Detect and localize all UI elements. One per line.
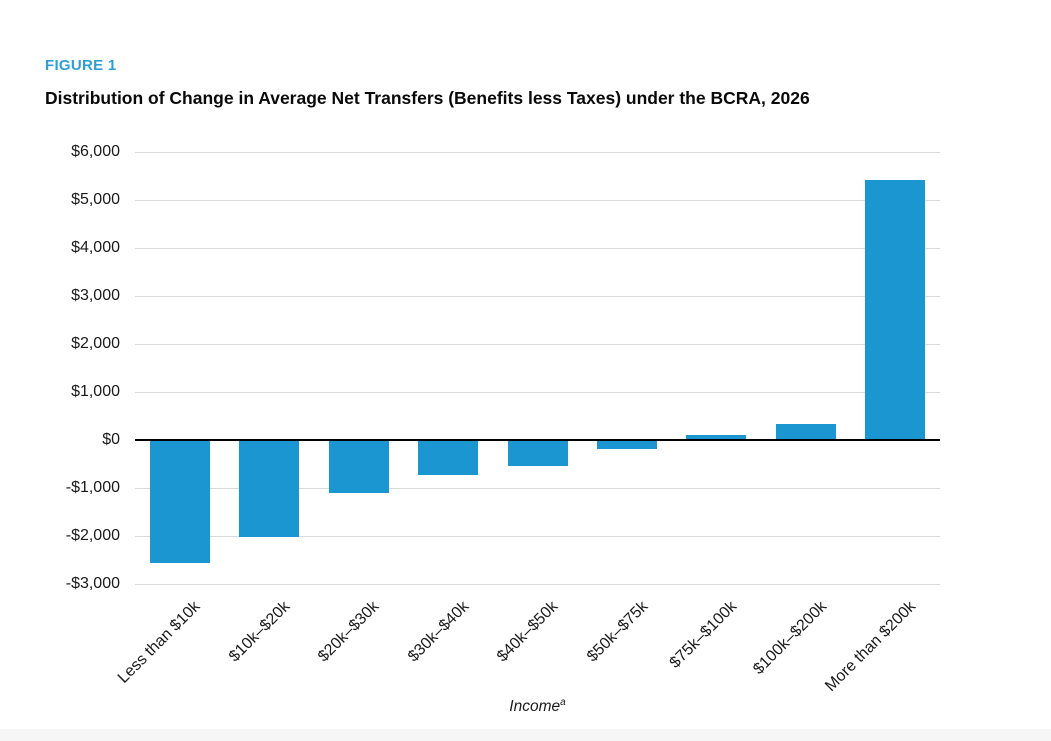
x-axis-category-label: $50k–$75k: [583, 598, 651, 666]
bar: [328, 441, 389, 493]
figure-label: FIGURE 1: [45, 57, 117, 74]
gridline: [135, 536, 940, 537]
gridline: [135, 296, 940, 297]
bar: [686, 435, 747, 440]
x-axis-category-label: Less than $10k: [114, 598, 204, 687]
x-axis-category-label: $40k–$50k: [494, 598, 562, 666]
x-axis-title-footnote: a: [560, 696, 566, 708]
zero-axis-line: [135, 439, 940, 441]
gridline: [135, 152, 940, 153]
gridline: [135, 200, 940, 201]
x-axis-category-label: $20k–$30k: [315, 598, 383, 666]
y-axis-tick-label: $6,000: [71, 143, 120, 160]
x-axis-category-label: $10k–$20k: [225, 598, 294, 666]
bar: [775, 424, 836, 440]
gridline: [135, 248, 940, 249]
bar: [507, 441, 568, 466]
y-axis-tick-label: $5,000: [71, 191, 120, 208]
y-axis-tick-label: $0: [102, 431, 120, 448]
x-axis-category-label: $75k–$100k: [666, 598, 741, 672]
gridline: [135, 344, 940, 345]
y-axis-tick-label: $1,000: [71, 383, 120, 400]
gridline: [135, 392, 940, 393]
y-axis-tick-label: -$2,000: [65, 527, 120, 544]
bar: [149, 441, 210, 564]
x-axis-category-label: More than $200k: [822, 598, 920, 695]
y-axis-tick-label: -$3,000: [65, 575, 120, 592]
y-axis-tick-label: $4,000: [71, 239, 120, 256]
bar: [418, 441, 479, 476]
y-axis-tick-label: $2,000: [71, 335, 120, 352]
bar: [596, 441, 657, 450]
y-axis-tick-label: -$1,000: [65, 479, 120, 496]
x-axis-category-label: $30k–$40k: [404, 598, 473, 666]
footer-strip: [0, 729, 1051, 741]
gridline: [135, 488, 940, 489]
bar: [239, 441, 300, 537]
bar: [865, 179, 926, 440]
gridline: [135, 584, 940, 585]
x-axis-title: Incomea: [509, 696, 566, 715]
y-axis-tick-label: $3,000: [71, 287, 120, 304]
chart-title: Distribution of Change in Average Net Tr…: [45, 88, 810, 108]
x-axis-category-label: $100k–$200k: [749, 598, 830, 678]
